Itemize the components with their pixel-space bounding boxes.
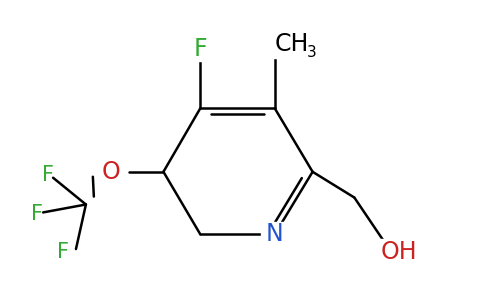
Text: OH: OH xyxy=(381,240,417,264)
Bar xyxy=(186,37,214,61)
Text: F: F xyxy=(42,165,54,185)
Text: 3: 3 xyxy=(307,45,317,60)
Text: CH: CH xyxy=(275,32,309,56)
Text: F: F xyxy=(31,204,43,224)
Text: O: O xyxy=(101,160,120,184)
Text: F: F xyxy=(57,242,69,262)
Bar xyxy=(261,222,289,246)
Bar xyxy=(375,239,423,265)
Bar xyxy=(255,30,311,58)
Text: N: N xyxy=(266,222,284,246)
Text: F: F xyxy=(194,37,207,61)
Bar xyxy=(97,160,125,184)
